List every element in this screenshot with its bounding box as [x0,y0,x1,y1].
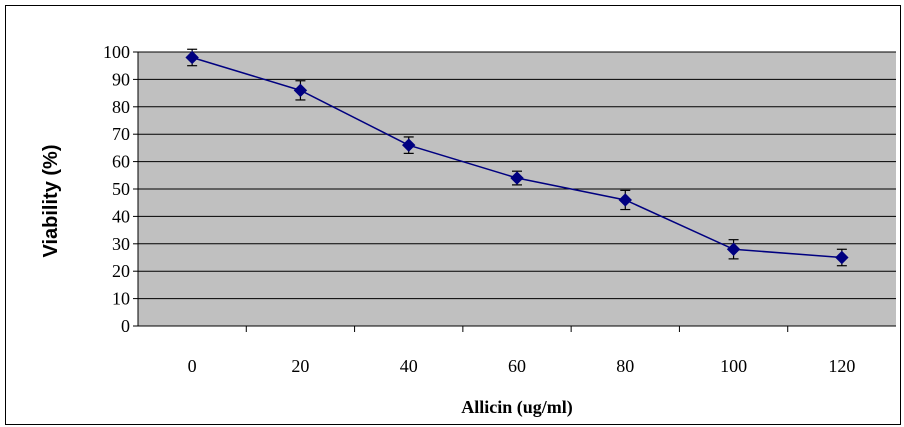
x-axis-ticks: 0 20 40 60 80 100 120 [188,326,855,376]
x-tick-label: 0 [188,356,197,376]
gridlines [138,51,896,300]
x-axis-label: Allicin (ug/ml) [461,397,573,418]
y-tick-label: 90 [112,69,130,89]
y-tick-label: 30 [112,234,130,254]
x-tick-label: 120 [828,356,855,376]
data-point [402,138,416,152]
y-tick-label: 70 [112,124,130,144]
y-tick-label: 10 [112,289,130,309]
data-point [185,50,199,65]
data-point [510,171,524,185]
data-point [835,250,849,265]
x-tick-label: 20 [291,356,309,376]
y-tick-label: 0 [121,316,130,336]
data-point [726,242,741,256]
series-viability [185,48,849,267]
x-tick-label: 100 [720,356,747,376]
x-tick-label: 40 [400,356,418,376]
y-tick-label: 60 [112,152,130,172]
x-tick-label: 60 [508,356,526,376]
y-tick-label: 80 [112,97,130,117]
x-tick-label: 80 [616,356,634,376]
data-point [293,83,308,98]
y-tick-label: 40 [112,206,130,226]
y-tick-label: 20 [112,261,130,281]
y-tick-label: 50 [112,179,130,199]
data-point [618,193,632,207]
y-tick-label: 100 [103,42,130,62]
y-axis-ticks: 0 10 20 30 40 50 60 70 80 90 100 [103,42,138,336]
y-axis-label: Viability (%) [40,145,62,258]
